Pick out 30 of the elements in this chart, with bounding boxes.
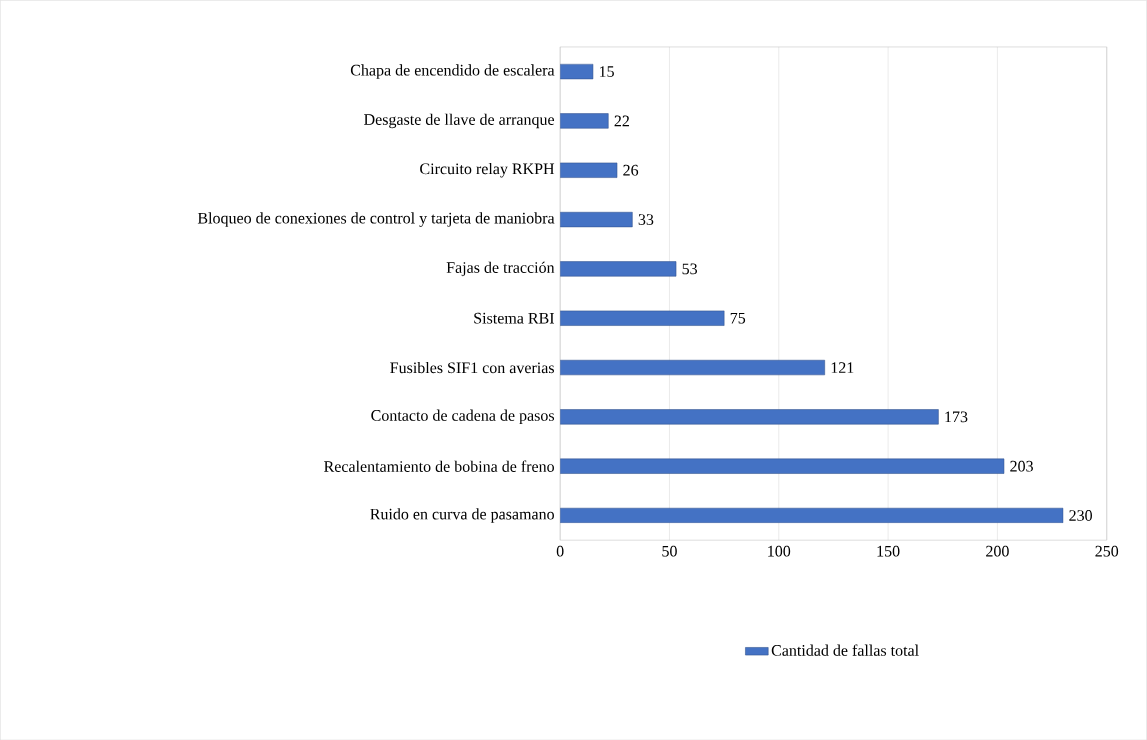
x-tick-label: 200 xyxy=(986,545,1009,557)
y-tick-label: Fusibles SIF1 con averias xyxy=(390,361,554,373)
data-label: 53 xyxy=(682,263,698,275)
x-tick-label: 150 xyxy=(877,545,900,557)
y-tick-label: Fajas de tracción xyxy=(446,261,555,276)
data-label: 203 xyxy=(1010,460,1033,472)
y-tick-label: Contacto de cadena de pasos xyxy=(371,409,555,424)
y-tick-label: Circuito relay RKPH xyxy=(420,162,555,178)
data-label: 15 xyxy=(599,66,614,77)
data-label: 230 xyxy=(1069,509,1092,521)
legend-label: Cantidad de fallas total xyxy=(771,644,919,656)
bar xyxy=(560,261,677,277)
bar xyxy=(560,113,609,129)
bar xyxy=(560,409,939,425)
x-tick-label: 50 xyxy=(662,545,677,557)
data-label: 121 xyxy=(831,362,854,373)
x-tick-label: 100 xyxy=(768,545,791,557)
x-tick-label: 250 xyxy=(1095,545,1119,557)
y-tick-label: Ruido en curva de pasamano xyxy=(370,508,554,523)
y-tick-label: Bloqueo de conexiones de control y tarjeta de maniobra xyxy=(197,212,555,227)
data-label: 26 xyxy=(623,164,639,176)
x-tick-label: 0 xyxy=(556,545,564,557)
data-label: 75 xyxy=(730,312,746,324)
y-tick-label: Desgaste de llave de arranque xyxy=(364,113,555,128)
data-label: 173 xyxy=(945,411,968,423)
y-tick-label: Sistema RBI xyxy=(474,312,555,324)
y-tick-label: Chapa de encendido de escalera xyxy=(350,64,555,79)
data-label: 33 xyxy=(638,213,654,225)
y-tick-label: Recalentamiento de bobina de freno xyxy=(324,460,554,472)
data-label: 22 xyxy=(614,115,629,127)
